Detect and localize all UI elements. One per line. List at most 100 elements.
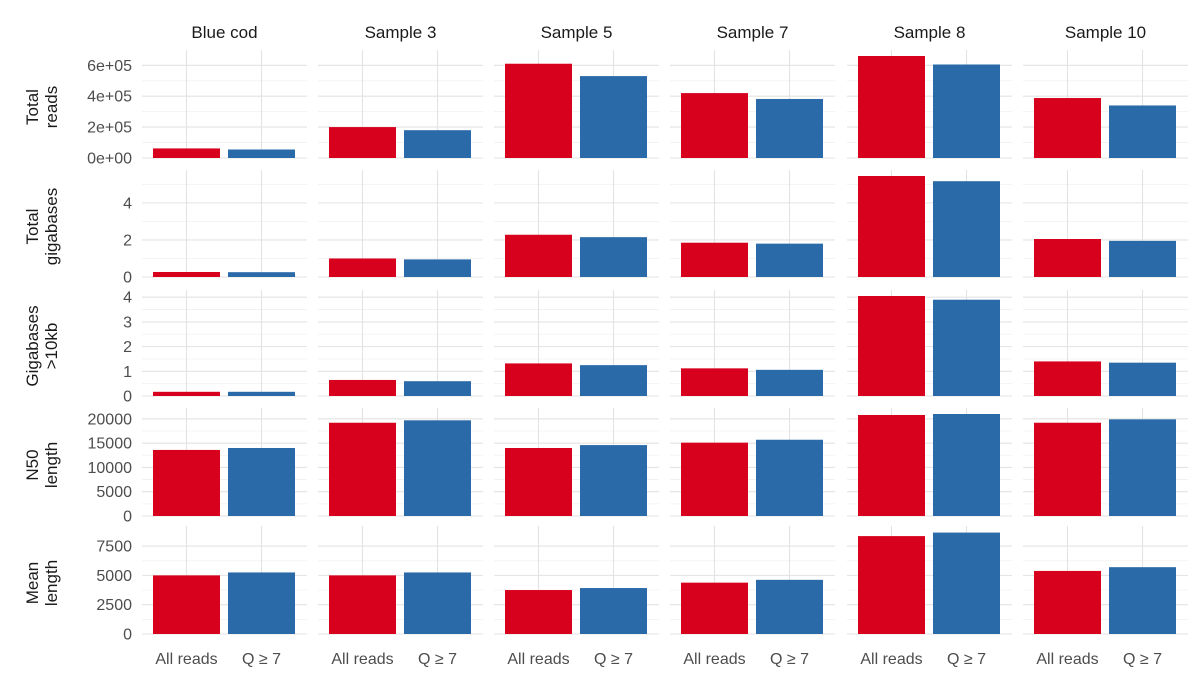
bar-q7 xyxy=(404,420,471,516)
bar-all-reads xyxy=(681,242,748,277)
bar-all-reads xyxy=(1034,422,1101,516)
facet-strip-label: Sample 7 xyxy=(717,23,789,42)
bar-all-reads xyxy=(153,449,220,516)
x-tick-label: All reads xyxy=(1036,651,1098,668)
x-tick-label: Q ≥ 7 xyxy=(770,651,809,668)
facet-strip-label: Sample 5 xyxy=(541,23,613,42)
bar-q7 xyxy=(756,439,823,516)
y-tick-label: 0 xyxy=(123,389,132,406)
bar-q7 xyxy=(933,532,1000,634)
y-axis-label: Gigabases xyxy=(23,305,42,386)
facet-strip-label: Blue cod xyxy=(191,23,257,42)
y-tick-label: 2 xyxy=(123,339,132,356)
bar-all-reads xyxy=(329,379,396,396)
y-axis-label: Mean xyxy=(23,562,42,605)
x-tick-label: Q ≥ 7 xyxy=(418,651,457,668)
bar-q7 xyxy=(1109,362,1176,396)
bar-q7 xyxy=(756,98,823,158)
bar-q7 xyxy=(933,414,1000,516)
x-tick-label: Q ≥ 7 xyxy=(1123,651,1162,668)
bar-all-reads xyxy=(329,422,396,516)
bar-q7 xyxy=(1109,419,1176,516)
bar-all-reads xyxy=(329,127,396,158)
y-tick-label: 3 xyxy=(123,314,132,331)
bar-q7 xyxy=(228,272,295,277)
bar-all-reads xyxy=(858,536,925,634)
bar-q7 xyxy=(404,572,471,634)
bar-q7 xyxy=(933,181,1000,277)
bar-all-reads xyxy=(153,575,220,634)
bar-q7 xyxy=(933,64,1000,158)
bar-q7 xyxy=(756,579,823,634)
y-tick-label: 1 xyxy=(123,364,132,381)
bar-q7 xyxy=(580,588,647,634)
bar-all-reads xyxy=(1034,570,1101,634)
y-axis-label: length xyxy=(42,442,61,488)
bar-q7 xyxy=(1109,240,1176,277)
y-tick-label: 2 xyxy=(123,232,132,249)
x-tick-label: All reads xyxy=(860,651,922,668)
y-axis-label: >10kb xyxy=(42,323,61,370)
y-tick-label: 15000 xyxy=(88,436,133,453)
bar-q7 xyxy=(404,381,471,396)
bar-q7 xyxy=(756,369,823,396)
bar-all-reads xyxy=(681,582,748,634)
bar-all-reads xyxy=(1034,361,1101,396)
bar-q7 xyxy=(228,448,295,516)
bar-all-reads xyxy=(505,363,572,396)
y-axis-label: Total xyxy=(23,89,42,125)
bar-all-reads xyxy=(858,176,925,277)
bar-q7 xyxy=(404,259,471,277)
y-tick-label: 0 xyxy=(123,509,132,526)
y-tick-label: 4 xyxy=(123,290,132,307)
bar-q7 xyxy=(228,149,295,158)
y-tick-label: 6e+05 xyxy=(87,58,132,75)
bar-all-reads xyxy=(858,296,925,396)
y-axis-label: length xyxy=(42,560,61,606)
bar-all-reads xyxy=(505,63,572,158)
bar-q7 xyxy=(228,391,295,396)
y-tick-label: 4e+05 xyxy=(87,89,132,106)
bar-q7 xyxy=(580,445,647,516)
facet-strip-label: Sample 8 xyxy=(894,23,966,42)
bar-q7 xyxy=(1109,567,1176,634)
bar-all-reads xyxy=(681,93,748,158)
x-tick-label: Q ≥ 7 xyxy=(594,651,633,668)
x-tick-label: All reads xyxy=(331,651,393,668)
bar-q7 xyxy=(580,76,647,158)
bar-all-reads xyxy=(153,148,220,158)
y-axis-label: reads xyxy=(42,86,61,129)
bar-all-reads xyxy=(1034,239,1101,277)
bar-all-reads xyxy=(505,448,572,516)
y-tick-label: 0e+00 xyxy=(87,151,132,168)
bar-all-reads xyxy=(681,442,748,516)
bar-q7 xyxy=(228,572,295,634)
y-tick-label: 20000 xyxy=(88,411,133,428)
y-axis-label: gigabases xyxy=(42,188,61,266)
x-tick-label: All reads xyxy=(507,651,569,668)
y-tick-label: 0 xyxy=(123,627,132,644)
x-tick-label: Q ≥ 7 xyxy=(947,651,986,668)
y-tick-label: 4 xyxy=(123,195,132,212)
bar-q7 xyxy=(756,243,823,277)
bar-all-reads xyxy=(858,56,925,158)
facet-strip-label: Sample 10 xyxy=(1065,23,1146,42)
bar-all-reads xyxy=(858,414,925,516)
bar-q7 xyxy=(404,130,471,158)
facet-strip-label: Sample 3 xyxy=(365,23,437,42)
bar-all-reads xyxy=(329,258,396,277)
bar-all-reads xyxy=(153,271,220,277)
y-tick-label: 0 xyxy=(123,270,132,287)
y-axis-label: Total xyxy=(23,209,42,245)
bar-all-reads xyxy=(153,391,220,396)
x-tick-label: All reads xyxy=(155,651,217,668)
y-tick-label: 2500 xyxy=(96,597,132,614)
bar-all-reads xyxy=(505,234,572,277)
y-axis-label: N50 xyxy=(23,449,42,480)
bar-q7 xyxy=(933,299,1000,396)
y-tick-label: 2e+05 xyxy=(87,120,132,137)
bar-all-reads xyxy=(505,590,572,634)
y-tick-label: 7500 xyxy=(96,539,132,556)
bar-all-reads xyxy=(329,575,396,634)
